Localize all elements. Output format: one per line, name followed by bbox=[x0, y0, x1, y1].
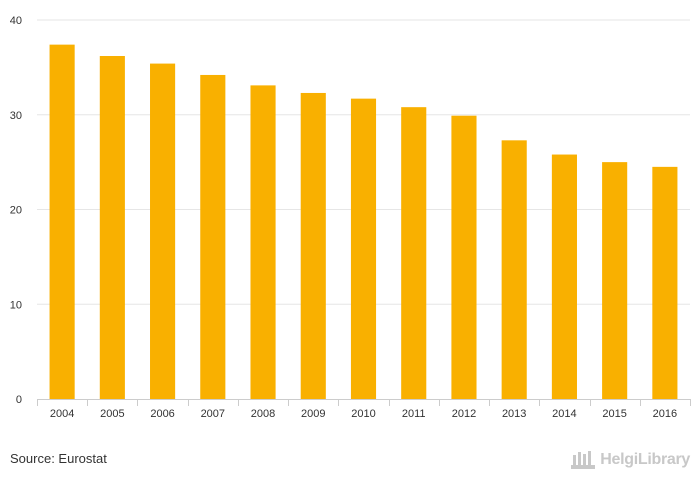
x-tick-label-2013: 2013 bbox=[502, 408, 526, 420]
x-tick-label-2008: 2008 bbox=[251, 408, 275, 420]
bar-2012 bbox=[451, 115, 477, 399]
x-tick-label-2010: 2010 bbox=[351, 408, 375, 420]
bar-2007 bbox=[200, 74, 226, 399]
x-tick-label-2004: 2004 bbox=[50, 408, 74, 420]
x-tick-label-2014: 2014 bbox=[552, 408, 576, 420]
bar-chart: 2004 2005 2006 2007 2008 2009 2010 2011 2012 2013… bbox=[10, 15, 691, 420]
logo-text: HelgiLibrary bbox=[600, 451, 690, 468]
bar-2005 bbox=[99, 56, 125, 399]
source-note: Source: Eurostat bbox=[10, 451, 107, 466]
x-tick-label-2012: 2012 bbox=[452, 408, 476, 420]
y-tick-labels: 0 10 20 30 40 bbox=[10, 15, 22, 406]
bar-2015 bbox=[602, 162, 628, 399]
logo: HelgiLibrary bbox=[570, 449, 690, 471]
axes bbox=[37, 399, 691, 406]
bars bbox=[49, 44, 678, 400]
x-tick-label-2006: 2006 bbox=[150, 408, 174, 420]
bar-2013 bbox=[501, 140, 527, 399]
x-tick-label-2016: 2016 bbox=[653, 408, 677, 420]
x-tick-label-2007: 2007 bbox=[201, 408, 225, 420]
bar-2006 bbox=[150, 63, 176, 400]
y-tick-label-40: 40 bbox=[10, 15, 22, 27]
helgilibrary-logo-icon bbox=[571, 451, 596, 469]
y-tick-label-0: 0 bbox=[16, 394, 22, 406]
bar-2016 bbox=[652, 166, 678, 399]
x-tick-label-2005: 2005 bbox=[100, 408, 124, 420]
x-tick-label-2015: 2015 bbox=[602, 408, 626, 420]
y-tick-label-30: 30 bbox=[10, 110, 22, 122]
bar-2014 bbox=[551, 154, 577, 399]
bar-2010 bbox=[350, 98, 377, 399]
bar-2011 bbox=[401, 107, 427, 400]
bar-2009 bbox=[300, 92, 326, 400]
bar-2008 bbox=[250, 85, 276, 399]
x-tick-label-2009: 2009 bbox=[301, 408, 325, 420]
bar-2004 bbox=[49, 44, 75, 399]
x-tick-labels: 2004 2005 2006 2007 2008 2009 2010 2011 2012 2013… bbox=[50, 408, 677, 420]
y-tick-label-10: 10 bbox=[10, 299, 22, 311]
x-tick-label-2011: 2011 bbox=[402, 408, 426, 420]
y-tick-label-20: 20 bbox=[10, 205, 22, 217]
